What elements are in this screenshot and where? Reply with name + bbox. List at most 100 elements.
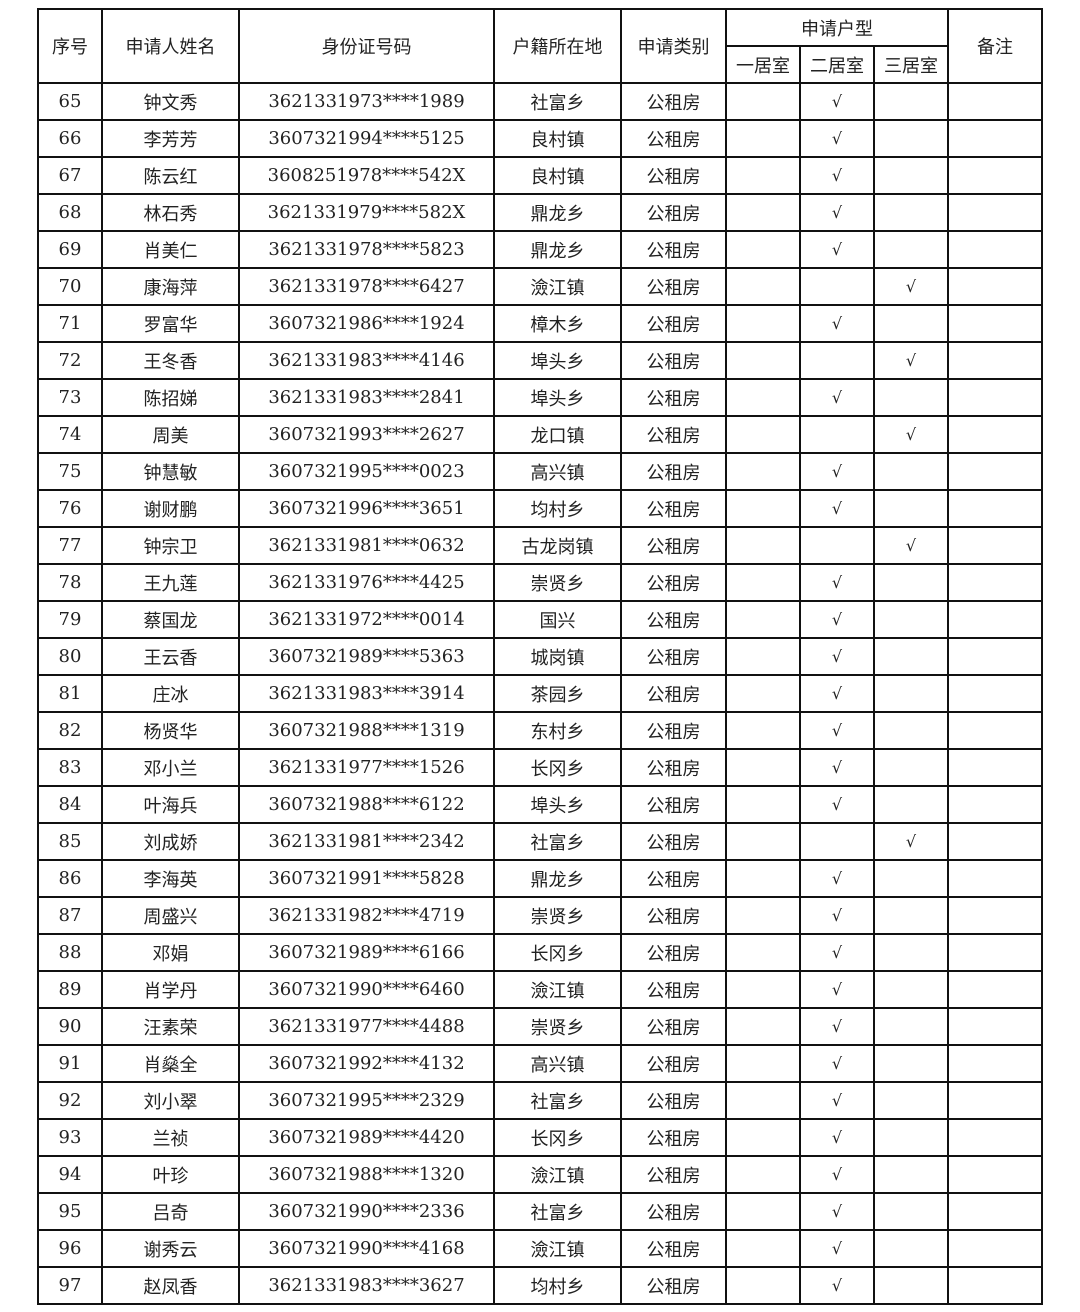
cell-name: 谢财鹏 [101,489,240,528]
table-header: 序号 申请人姓名 身份证号码 户籍所在地 申请类别 申请户型 备注 一居室 二居… [37,8,1044,84]
table-row: 94 叶珍 3607321988****1320 澰江镇 公租房 √ [37,1155,1044,1194]
cell-remarks [947,822,1044,861]
cell-one-room [725,230,801,269]
cell-seq: 89 [37,970,103,1009]
table-row: 85 刘成娇 3621331981****2342 社富乡 公租房 √ [37,822,1044,861]
cell-seq: 92 [37,1081,103,1120]
cell-three-room [872,119,950,158]
cell-two-room [799,526,875,565]
cell-three-room [872,230,950,269]
cell-name: 李海英 [101,859,240,898]
cell-three-room [872,785,950,824]
cell-id-number: 3621331976****4425 [238,563,495,602]
cell-name: 周盛兴 [101,896,240,935]
table-row: 93 兰祯 3607321989****4420 长冈乡 公租房 √ [37,1118,1044,1157]
cell-two-room: √ [799,119,875,158]
cell-id-number: 3608251978****542X [238,156,495,195]
cell-remarks [947,896,1044,935]
cell-three-room [872,1266,950,1305]
cell-name: 王云香 [101,637,240,676]
cell-remarks [947,341,1044,380]
cell-id-number: 3607321990****6460 [238,970,495,1009]
cell-two-room: √ [799,933,875,972]
cell-two-room: √ [799,156,875,195]
cell-household: 埠头乡 [493,341,622,380]
cell-one-room [725,156,801,195]
cell-household: 龙口镇 [493,415,622,454]
cell-id-number: 3607321995****2329 [238,1081,495,1120]
table-body: 65 钟文秀 3621331973****1989 社富乡 公租房 √ 66 李芳芳 36073… [37,82,1044,1305]
cell-remarks [947,267,1044,306]
cell-three-room: √ [872,267,950,306]
cell-one-room [725,600,801,639]
cell-seq: 68 [37,193,103,232]
cell-category: 公租房 [620,822,727,861]
cell-household: 鼎龙乡 [493,859,622,898]
cell-id-number: 3607321993****2627 [238,415,495,454]
cell-id-number: 3621331982****4719 [238,896,495,935]
cell-name: 肖学丹 [101,970,240,1009]
cell-three-room [872,1229,950,1268]
cell-id-number: 3621331977****4488 [238,1007,495,1046]
cell-two-room: √ [799,1044,875,1083]
cell-household: 鼎龙乡 [493,193,622,232]
cell-category: 公租房 [620,193,727,232]
table-row: 82 杨贤华 3607321988****1319 东村乡 公租房 √ [37,711,1044,750]
cell-two-room: √ [799,1118,875,1157]
header-household: 户籍所在地 [493,8,622,84]
cell-id-number: 3607321994****5125 [238,119,495,158]
header-one-room: 一居室 [725,45,801,84]
cell-seq: 84 [37,785,103,824]
cell-seq: 78 [37,563,103,602]
cell-one-room [725,119,801,158]
cell-category: 公租房 [620,637,727,676]
cell-one-room [725,267,801,306]
cell-remarks [947,674,1044,713]
cell-category: 公租房 [620,933,727,972]
cell-category: 公租房 [620,1118,727,1157]
cell-name: 罗富华 [101,304,240,343]
cell-seq: 66 [37,119,103,158]
cell-name: 邓娟 [101,933,240,972]
cell-three-room: √ [872,341,950,380]
table-row: 70 康海萍 3621331978****6427 澰江镇 公租房 √ [37,267,1044,306]
cell-id-number: 3607321991****5828 [238,859,495,898]
cell-id-number: 3607321989****4420 [238,1118,495,1157]
cell-name: 汪素荣 [101,1007,240,1046]
cell-household: 社富乡 [493,82,622,121]
cell-household: 国兴 [493,600,622,639]
cell-seq: 65 [37,82,103,121]
cell-name: 吕奇 [101,1192,240,1231]
cell-id-number: 3607321989****6166 [238,933,495,972]
cell-three-room: √ [872,415,950,454]
cell-category: 公租房 [620,452,727,491]
cell-two-room: √ [799,674,875,713]
header-category: 申请类别 [620,8,727,84]
header-name: 申请人姓名 [101,8,240,84]
cell-name: 叶海兵 [101,785,240,824]
cell-three-room [872,859,950,898]
cell-two-room: √ [799,82,875,121]
table-row: 83 邓小兰 3621331977****1526 长冈乡 公租房 √ [37,748,1044,787]
cell-name: 陈招娣 [101,378,240,417]
cell-remarks [947,156,1044,195]
table-row: 88 邓娟 3607321989****6166 长冈乡 公租房 √ [37,933,1044,972]
cell-seq: 72 [37,341,103,380]
cell-three-room [872,674,950,713]
table-row: 84 叶海兵 3607321988****6122 埠头乡 公租房 √ [37,785,1044,824]
cell-name: 周美 [101,415,240,454]
cell-one-room [725,711,801,750]
cell-two-room: √ [799,304,875,343]
cell-seq: 80 [37,637,103,676]
cell-one-room [725,1192,801,1231]
cell-category: 公租房 [620,1229,727,1268]
cell-two-room: √ [799,1266,875,1305]
cell-id-number: 3621331983****3627 [238,1266,495,1305]
cell-three-room [872,748,950,787]
cell-name: 肖美仁 [101,230,240,269]
cell-category: 公租房 [620,896,727,935]
cell-one-room [725,674,801,713]
table-row: 66 李芳芳 3607321994****5125 良村镇 公租房 √ [37,119,1044,158]
cell-id-number: 3621331978****5823 [238,230,495,269]
cell-household: 崇贤乡 [493,896,622,935]
